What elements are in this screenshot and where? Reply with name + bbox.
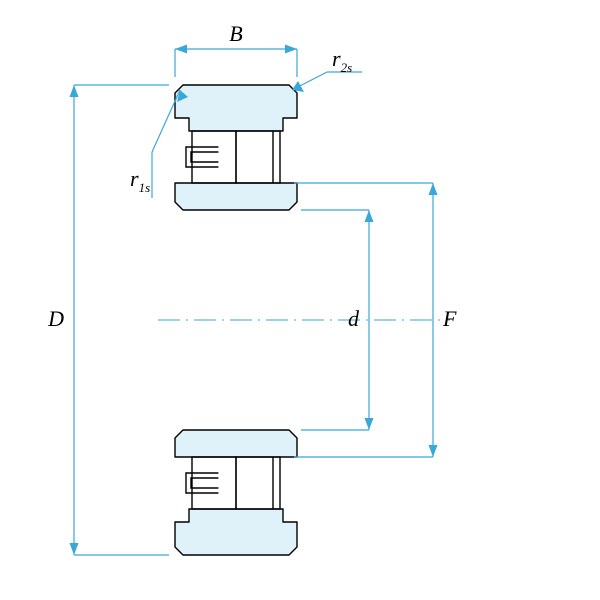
bearing-cross-section-diagram: B Dd Fr1s r2s	[0, 0, 600, 600]
outer-ring-section	[175, 509, 297, 555]
label-d: d	[348, 306, 360, 331]
label-B: B	[229, 21, 242, 46]
label-r1s: r1s	[130, 166, 150, 195]
cage-pocket	[186, 147, 218, 167]
inner-ring-section	[175, 430, 297, 457]
roller-a	[192, 457, 236, 509]
label-F: F	[442, 306, 457, 331]
outer-ring-section	[175, 85, 297, 131]
roller-a	[192, 131, 236, 183]
leader-r1s-seg1	[152, 90, 180, 152]
label-D: D	[47, 306, 64, 331]
cage-pocket	[186, 473, 218, 493]
inner-ring-section	[175, 183, 297, 210]
label-r2s: r2s	[332, 46, 352, 75]
